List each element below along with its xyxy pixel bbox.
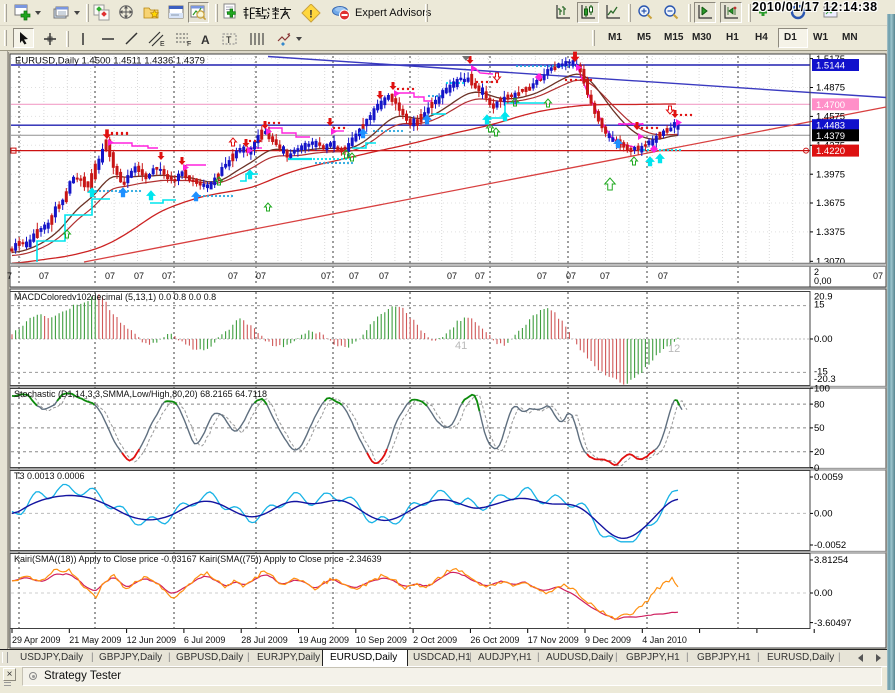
svg-text:1.3675: 1.3675: [816, 198, 845, 209]
svg-text:50: 50: [814, 423, 825, 434]
svg-text:-20.3: -20.3: [814, 374, 836, 385]
svg-text:0.00: 0.00: [814, 334, 833, 345]
svg-text:100: 100: [814, 383, 830, 394]
svg-text:07: 07: [537, 271, 547, 281]
svg-text:0: 0: [814, 463, 819, 474]
svg-text:28 Jul 2009: 28 Jul 2009: [241, 635, 288, 645]
svg-text:80: 80: [814, 399, 825, 410]
svg-text:12 Jun 2009: 12 Jun 2009: [127, 635, 177, 645]
svg-text:29 Apr 2009: 29 Apr 2009: [12, 635, 61, 645]
svg-text:17 Nov 2009: 17 Nov 2009: [528, 635, 579, 645]
svg-text:07: 07: [475, 271, 485, 281]
svg-text:1.3975: 1.3975: [816, 169, 845, 180]
svg-text:26 Oct 2009: 26 Oct 2009: [470, 635, 519, 645]
svg-text:0,00: 0,00: [814, 276, 832, 286]
svg-text:20: 20: [814, 447, 825, 458]
svg-text:20.9: 20.9: [814, 292, 833, 303]
svg-text:07: 07: [256, 271, 266, 281]
svg-text:1.4379: 1.4379: [816, 131, 845, 142]
svg-text:1.3070: 1.3070: [816, 257, 845, 268]
svg-text:07: 07: [162, 271, 172, 281]
svg-text:07: 07: [349, 271, 359, 281]
svg-text:3.81254: 3.81254: [814, 555, 848, 566]
svg-text:12: 12: [668, 343, 680, 355]
svg-text:9 Dec 2009: 9 Dec 2009: [585, 635, 631, 645]
svg-text:1.4700: 1.4700: [816, 100, 845, 111]
svg-text:10 Sep 2009: 10 Sep 2009: [356, 635, 407, 645]
svg-text:-3.60497: -3.60497: [814, 618, 852, 629]
svg-text:7: 7: [7, 271, 12, 281]
svg-text:1.4875: 1.4875: [816, 83, 845, 94]
svg-text:!: !: [309, 9, 313, 21]
svg-text:1.3375: 1.3375: [816, 227, 845, 238]
svg-text:07: 07: [379, 271, 389, 281]
svg-text:2: 2: [814, 267, 819, 277]
svg-text:F: F: [187, 41, 191, 47]
svg-text:1.4483: 1.4483: [816, 121, 845, 132]
svg-text:Kairi(SMA((18)) Apply to Clos: Kairi(SMA((18)) Apply to Close price -0.…: [14, 554, 382, 564]
svg-text:0.0059: 0.0059: [814, 472, 843, 483]
svg-text:07: 07: [600, 271, 610, 281]
svg-text:07: 07: [134, 271, 144, 281]
svg-text:07: 07: [321, 271, 331, 281]
svg-text:-15: -15: [814, 367, 828, 378]
svg-text:07: 07: [39, 271, 49, 281]
svg-text:15: 15: [814, 300, 825, 311]
svg-text:0.00: 0.00: [814, 588, 833, 599]
svg-text:07: 07: [447, 271, 457, 281]
svg-text:E: E: [160, 41, 165, 47]
svg-text:41: 41: [455, 340, 467, 352]
svg-text:07: 07: [873, 271, 883, 281]
svg-text:07: 07: [658, 271, 668, 281]
svg-text:0.00: 0.00: [814, 509, 833, 520]
svg-text:T3 0.0013 0.0006: T3 0.0013 0.0006: [14, 471, 85, 481]
svg-text:07: 07: [105, 271, 115, 281]
svg-text:1.4575: 1.4575: [816, 112, 845, 123]
svg-text:1.4220: 1.4220: [816, 146, 845, 157]
svg-text:21 May 2009: 21 May 2009: [69, 635, 121, 645]
svg-text:07: 07: [566, 271, 576, 281]
svg-text:07: 07: [228, 271, 238, 281]
svg-text:4 Jan 2010: 4 Jan 2010: [642, 635, 687, 645]
svg-text:Stochastic (D1,14,3,3,SMMA,Low: Stochastic (D1,14,3,3,SMMA,Low/High,80,2…: [14, 389, 267, 399]
svg-text:MACDColoredv102decimal (5,13,1: MACDColoredv102decimal (5,13,1) 0.0 0.8 …: [14, 292, 216, 302]
svg-text:EURUSD,Daily 1.4500 1.4511 1.: EURUSD,Daily 1.4500 1.4511 1.4336 1.4379: [15, 56, 205, 67]
svg-text:19 Aug 2009: 19 Aug 2009: [299, 635, 350, 645]
svg-text:T: T: [226, 35, 232, 45]
svg-text:2 Oct 2009: 2 Oct 2009: [413, 635, 457, 645]
svg-text:6 Jul 2009: 6 Jul 2009: [184, 635, 226, 645]
svg-text:1.5144: 1.5144: [816, 61, 845, 72]
svg-text:-0.0052: -0.0052: [814, 540, 846, 551]
